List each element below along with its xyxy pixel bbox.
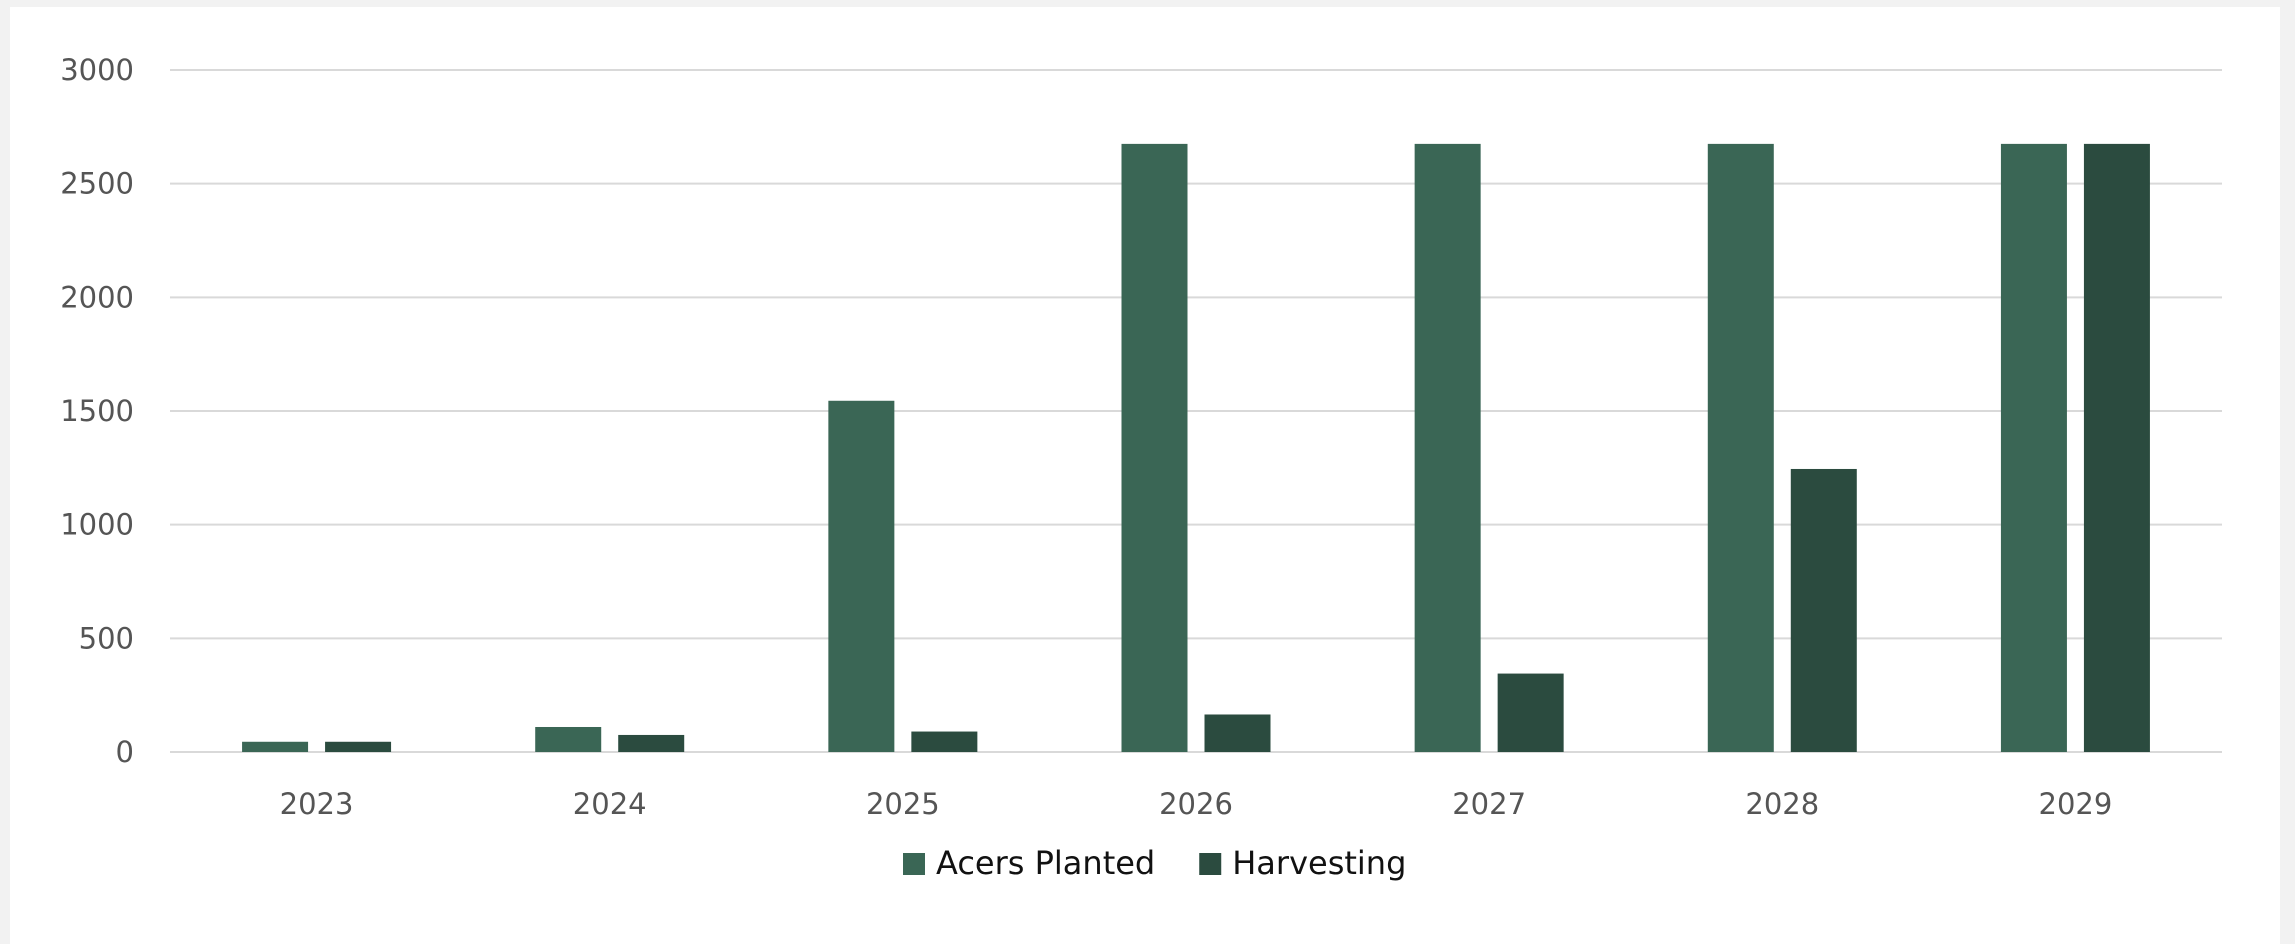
x-tick-label: 2029 <box>2039 787 2113 821</box>
bar-acers-planted-2025[interactable] <box>828 400 895 752</box>
y-tick-label: 1500 <box>60 394 134 428</box>
x-tick-label: 2027 <box>1452 787 1526 821</box>
x-axis-ticks: 2023 2024 2025 2026 2027 2028 2029 <box>280 787 2113 821</box>
gridlines <box>170 69 2222 753</box>
bar-harvesting-2024[interactable] <box>618 734 685 752</box>
legend-label: Acers Planted <box>936 844 1155 882</box>
x-tick-label: 2025 <box>866 787 940 821</box>
bar-acers-planted-2023[interactable] <box>242 741 309 752</box>
bar-harvesting-2027[interactable] <box>1497 673 1564 752</box>
y-tick-label: 2000 <box>60 280 134 314</box>
legend-swatch <box>903 853 925 875</box>
y-tick-label: 1000 <box>60 508 134 542</box>
bar-acers-planted-2026[interactable] <box>1121 143 1188 753</box>
x-tick-label: 2024 <box>573 787 647 821</box>
x-tick-label: 2028 <box>1745 787 1819 821</box>
legend: Acers Planted Harvesting <box>903 844 1406 882</box>
bar-harvesting-2028[interactable] <box>1790 468 1857 752</box>
y-axis-ticks: 0 500 1000 1500 2000 2500 3000 <box>60 53 134 769</box>
bar-acers-planted-2028[interactable] <box>1707 143 1774 753</box>
bars <box>242 143 2150 753</box>
bar-acers-planted-2024[interactable] <box>535 726 602 752</box>
bar-acers-planted-2029[interactable] <box>2000 143 2067 753</box>
bar-harvesting-2029[interactable] <box>2083 143 2150 753</box>
legend-label: Harvesting <box>1232 844 1406 882</box>
y-tick-label: 0 <box>116 735 134 769</box>
y-tick-label: 500 <box>79 621 134 655</box>
legend-swatch <box>1199 853 1222 875</box>
y-tick-label: 2500 <box>60 167 134 201</box>
bar-harvesting-2025[interactable] <box>911 731 978 752</box>
y-tick-label: 3000 <box>60 53 134 87</box>
bar-harvesting-2026[interactable] <box>1204 714 1271 752</box>
x-tick-label: 2023 <box>280 787 354 821</box>
x-tick-label: 2026 <box>1159 787 1233 821</box>
bar-acers-planted-2027[interactable] <box>1414 143 1481 753</box>
bar-harvesting-2023[interactable] <box>325 741 392 752</box>
